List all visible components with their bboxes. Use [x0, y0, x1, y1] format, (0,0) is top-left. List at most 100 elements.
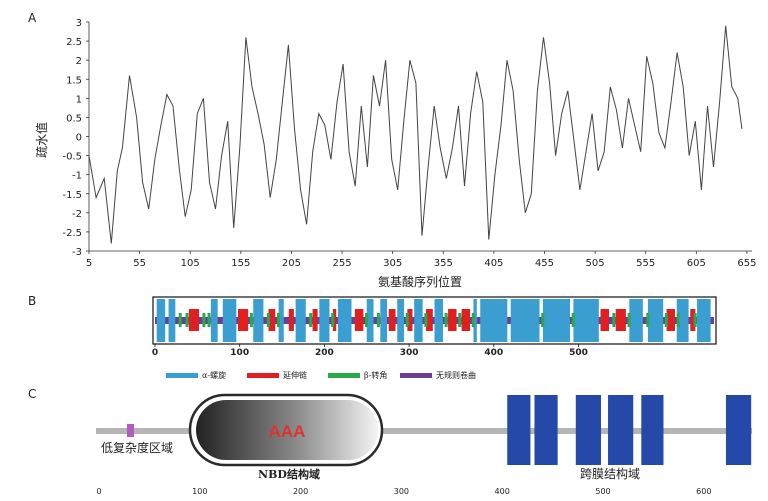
structure-tick-label: 0: [152, 348, 158, 358]
strand-block: [666, 309, 676, 331]
strand-block: [600, 309, 609, 331]
legend-swatch: [247, 373, 279, 378]
y-tick-label: 1: [76, 94, 82, 105]
legend-swatch: [166, 373, 198, 378]
turn-block: [202, 313, 206, 327]
domain-tick-label: 400: [495, 487, 510, 496]
turn-block: [376, 313, 380, 327]
protein-backbone: [96, 428, 752, 434]
x-tick-label: 505: [586, 258, 605, 269]
x-tick-label: 155: [231, 258, 250, 269]
strand-block: [332, 309, 337, 331]
legend-swatch: [328, 373, 360, 378]
x-tick-label: 105: [181, 258, 200, 269]
x-tick-label: 255: [333, 258, 352, 269]
turn-block: [424, 313, 428, 327]
x-tick-label: 355: [434, 258, 453, 269]
y-tick-label: 0.5: [66, 113, 82, 124]
secondary-structure-panel: 0 100 200 300 400 500 α-螺旋 延伸链 β-转角 无规则卷曲: [152, 296, 717, 380]
helix-block: [629, 299, 643, 342]
helix-block: [697, 299, 711, 342]
structure-legend: α-螺旋 延伸链 β-转角 无规则卷曲: [166, 370, 476, 380]
helix-block: [510, 299, 540, 342]
legend-label: α-螺旋: [202, 370, 226, 380]
aaa-label: AAA: [269, 422, 306, 441]
x-tick-label: 455: [535, 258, 554, 269]
tm-segment: [641, 395, 664, 465]
helix-block: [337, 299, 352, 342]
strand-block: [615, 309, 626, 331]
x-tick-label: 555: [636, 258, 655, 269]
helix-block: [397, 299, 405, 342]
hydrophobicity-chart: 32.521.510.50-0.5-1-1.5-2-2.5-3 5 55 105 15…: [34, 18, 756, 289]
structure-tick-label: 500: [569, 348, 588, 358]
strand-block: [268, 309, 276, 331]
structure-tick-label: 300: [400, 348, 419, 358]
tm-segment: [575, 395, 601, 465]
turn-block: [178, 313, 182, 327]
structure-tick-label: 400: [484, 348, 503, 358]
y-tick-label: 3: [76, 18, 82, 29]
strand-block: [461, 309, 471, 331]
y-tick-label: -1.5: [62, 190, 82, 201]
turn-block: [676, 313, 680, 327]
turn-block: [541, 313, 545, 327]
helix-block: [210, 299, 218, 342]
domain-tick-label: 200: [293, 487, 308, 496]
helix-block: [168, 299, 176, 342]
y-tick-label: 0: [76, 133, 82, 144]
tm-label: 跨膜结构域: [580, 466, 640, 481]
turn-block: [693, 313, 697, 327]
turn-block: [276, 313, 280, 327]
strand-block: [690, 309, 696, 331]
helix-block: [542, 299, 571, 342]
x-tick-label: 205: [282, 258, 301, 269]
tm-segment: [507, 395, 531, 465]
x-tick-label: 5: [86, 258, 92, 269]
strand-block: [388, 309, 396, 331]
legend-label: β-转角: [364, 370, 387, 380]
strand-block: [407, 309, 413, 331]
y-axis-label: 疏水值: [34, 122, 49, 158]
turn-block: [309, 313, 313, 327]
strand-block: [448, 309, 457, 331]
turn-block: [249, 313, 253, 327]
structure-tick-label: 100: [230, 348, 249, 358]
strand-block: [288, 309, 294, 331]
y-tick-label: -1: [72, 171, 82, 182]
strand-block: [238, 309, 249, 331]
y-tick-label: -3: [72, 247, 82, 258]
tm-segment: [534, 395, 558, 465]
transmembrane-segments: [507, 395, 752, 465]
turn-block: [185, 313, 189, 327]
structure-bars: [155, 299, 714, 342]
domain-tick-label: 500: [595, 487, 610, 496]
hydrophobicity-line: [88, 25, 743, 244]
x-tick-label: 605: [687, 258, 706, 269]
x-tick-label: 305: [383, 258, 402, 269]
x-tick-label: 55: [133, 258, 146, 269]
y-tick-label: -0.5: [62, 152, 82, 163]
y-tick-label: 2.5: [66, 37, 82, 48]
turn-block: [471, 313, 475, 327]
turn-block: [365, 313, 369, 327]
helix-block: [380, 299, 388, 342]
helix-block: [156, 299, 166, 342]
turn-block: [627, 313, 631, 327]
legend-label: 无规则卷曲: [436, 370, 476, 380]
helix-block: [366, 299, 374, 342]
y-tick-label: 1.5: [66, 75, 82, 86]
helix-block: [676, 299, 689, 342]
turn-block: [664, 313, 668, 327]
tm-segment: [725, 395, 752, 465]
turn-block: [266, 313, 270, 327]
structure-tick-label: 200: [315, 348, 334, 358]
domain-tick-label: 100: [192, 487, 207, 496]
low-complexity-label: 低复杂度区域: [101, 440, 173, 455]
strand-block: [188, 309, 200, 331]
helix-block: [295, 299, 306, 342]
domain-tick-label: 0: [96, 487, 101, 496]
helix-block: [278, 299, 284, 342]
legend-label: 延伸链: [283, 370, 307, 380]
